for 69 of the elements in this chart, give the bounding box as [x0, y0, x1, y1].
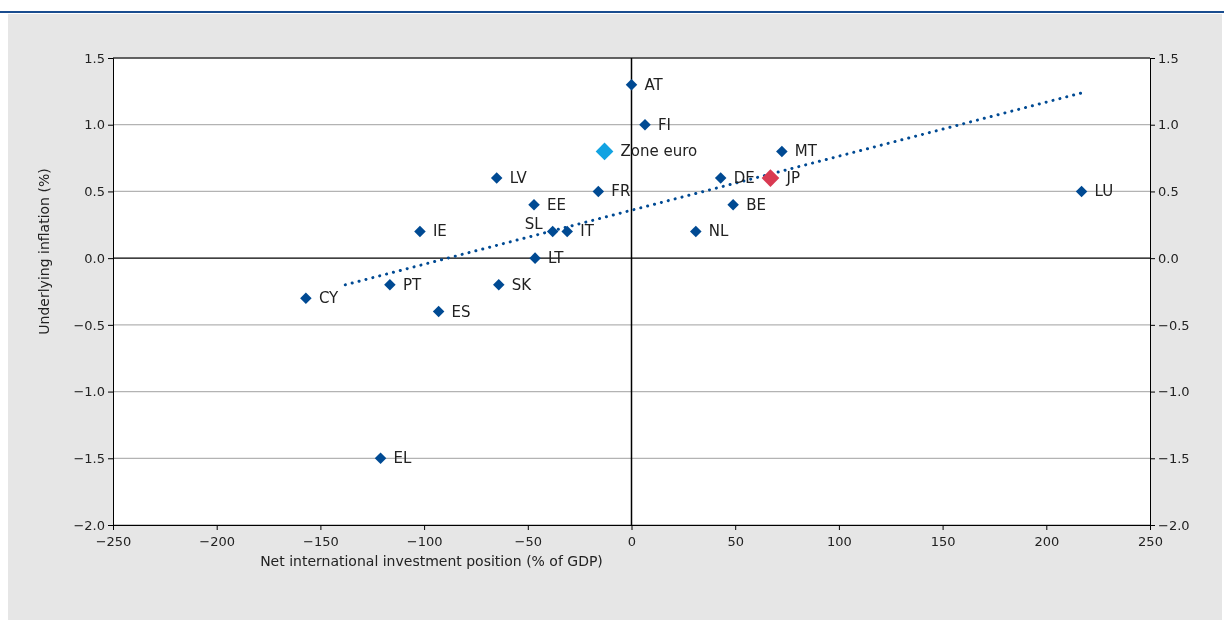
y-tick-label: −0.5 — [73, 317, 105, 333]
point — [374, 452, 387, 465]
point — [492, 279, 505, 291]
point — [714, 172, 727, 184]
y2-tick-label: −0.5 — [1158, 317, 1190, 333]
y-tick-label: 1.5 — [84, 50, 105, 66]
series-label: AT — [644, 75, 664, 94]
x-tick-label: −100 — [406, 534, 443, 549]
series-label: DE — [733, 169, 755, 188]
series-label: PT — [402, 275, 422, 294]
point — [300, 292, 312, 304]
point — [432, 305, 445, 318]
x-tick-label: 0 — [627, 534, 637, 549]
point — [639, 118, 651, 131]
point — [546, 225, 559, 238]
series-label: JP — [785, 169, 800, 188]
series-label: EE — [547, 195, 566, 214]
y2-tick-label: 0.5 — [1158, 184, 1179, 200]
y2-tick-label: 1.0 — [1158, 117, 1179, 133]
series-label: MT — [794, 142, 818, 161]
x-tick-label: −150 — [303, 534, 339, 549]
series-label: BE — [746, 195, 766, 214]
y2-tick-label: −1.5 — [1158, 450, 1190, 466]
x-tick-label: −200 — [199, 534, 236, 549]
point — [595, 142, 614, 161]
point — [690, 225, 702, 238]
x-tick-label: 150 — [930, 534, 956, 549]
x-tick-label: 50 — [727, 534, 744, 549]
series-label: LU — [1094, 182, 1114, 201]
series-label: NL — [708, 222, 730, 241]
series-label: EL — [393, 449, 413, 468]
point — [528, 199, 540, 211]
point — [561, 225, 573, 238]
point — [529, 252, 541, 264]
series-label: FI — [657, 115, 672, 134]
point — [384, 279, 396, 291]
point — [1075, 185, 1088, 198]
point — [727, 199, 739, 211]
point — [414, 225, 426, 238]
y-tick-label: −1.5 — [73, 450, 105, 466]
x-tick-label: −250 — [95, 534, 132, 549]
series-label: ES — [451, 302, 471, 321]
series-label: SK — [511, 275, 533, 294]
series-label: IE — [432, 222, 447, 241]
point — [592, 185, 605, 198]
point — [490, 172, 503, 184]
y-axis-title: Underlying inflation (%) — [36, 168, 52, 335]
y-tick-label: 0.0 — [84, 250, 105, 266]
y-tick-label: −1.0 — [73, 384, 105, 400]
x-tick-label: 250 — [1138, 534, 1163, 549]
point — [761, 169, 780, 187]
y2-tick-label: 1.5 — [1158, 50, 1179, 66]
point — [625, 78, 638, 91]
x-axis-title: Net international investment position (% of GDP) — [260, 553, 603, 569]
series-label: CY — [318, 289, 340, 308]
series-label: LV — [509, 169, 528, 188]
y2-tick-label: 0.0 — [1158, 250, 1179, 266]
series-label: FR — [611, 182, 631, 201]
y2-tick-label: −2.0 — [1158, 517, 1190, 533]
series-label: SL — [524, 215, 544, 234]
x-tick-label: 100 — [826, 534, 852, 549]
y-tick-label: 0.5 — [84, 184, 105, 200]
y2-tick-label: −1.0 — [1158, 384, 1190, 400]
point — [776, 145, 788, 158]
x-tick-label: 200 — [1034, 534, 1060, 549]
y-tick-label: 1.0 — [84, 117, 105, 133]
x-tick-label: −50 — [514, 534, 543, 549]
series-label: IT — [580, 222, 595, 241]
y-tick-label: −2.0 — [73, 517, 105, 533]
